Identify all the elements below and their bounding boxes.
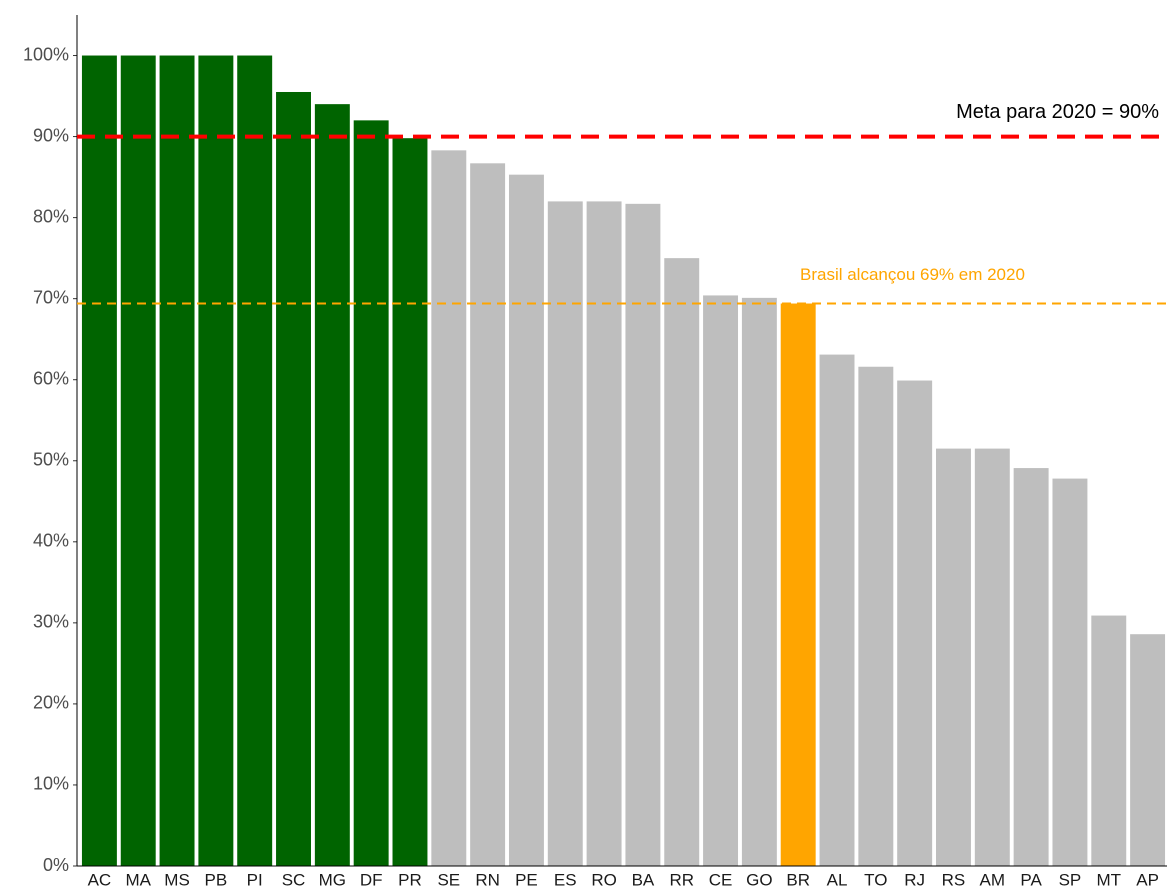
bar <box>237 55 273 867</box>
y-tick-label: 80% <box>33 206 69 226</box>
bar <box>819 354 855 866</box>
bar <box>741 297 777 866</box>
x-tick-label: GO <box>746 870 772 889</box>
x-tick-label: CE <box>709 870 733 889</box>
bar <box>625 203 661 867</box>
bar <box>470 163 506 866</box>
bar <box>974 448 1010 866</box>
x-tick-label: AP <box>1136 870 1159 889</box>
x-tick-label: PA <box>1020 870 1042 889</box>
x-tick-label: PI <box>247 870 263 889</box>
x-tick-label: BA <box>632 870 655 889</box>
y-tick-label: 30% <box>33 612 69 632</box>
bar <box>120 55 156 867</box>
bar <box>508 174 544 866</box>
reference-label: Brasil alcançou 69% em 2020 <box>800 265 1025 284</box>
y-tick-label: 10% <box>33 774 69 794</box>
bar <box>1052 478 1088 866</box>
bar <box>1091 615 1127 866</box>
y-tick-label: 100% <box>23 44 69 64</box>
bar <box>858 366 894 866</box>
x-tick-label: RN <box>475 870 500 889</box>
x-tick-label: MA <box>125 870 151 889</box>
y-tick-label: 0% <box>43 855 69 875</box>
x-tick-label: AL <box>827 870 848 889</box>
bar <box>81 55 117 867</box>
bar <box>936 448 971 866</box>
x-tick-label: RS <box>942 870 966 889</box>
bar <box>276 91 311 866</box>
x-tick-label: RJ <box>904 870 925 889</box>
x-tick-label: PB <box>205 870 228 889</box>
bar <box>159 55 195 867</box>
x-tick-label: BR <box>786 870 810 889</box>
y-tick-label: 90% <box>33 125 69 145</box>
x-tick-label: TO <box>864 870 887 889</box>
bar <box>703 295 739 866</box>
bar <box>431 150 467 867</box>
x-tick-label: SE <box>437 870 460 889</box>
x-tick-label: PR <box>398 870 422 889</box>
bar <box>1013 468 1049 866</box>
x-tick-label: AM <box>980 870 1006 889</box>
reference-label: Meta para 2020 = 90% <box>956 101 1159 123</box>
x-tick-label: RR <box>669 870 694 889</box>
y-tick-label: 20% <box>33 693 69 713</box>
bar <box>353 120 389 866</box>
y-tick-label: 60% <box>33 368 69 388</box>
bar <box>547 201 583 866</box>
y-tick-label: 70% <box>33 287 69 307</box>
x-tick-label: MS <box>164 870 190 889</box>
bar <box>392 138 428 866</box>
bar <box>586 201 622 866</box>
y-tick-label: 50% <box>33 450 69 470</box>
x-tick-label: PE <box>515 870 538 889</box>
bar <box>897 380 933 866</box>
bar <box>780 303 816 866</box>
x-tick-label: RO <box>591 870 617 889</box>
x-tick-label: MT <box>1096 870 1121 889</box>
bar <box>664 258 700 867</box>
bar <box>198 55 234 867</box>
bar <box>314 104 350 866</box>
x-tick-label: DF <box>360 870 383 889</box>
x-tick-label: AC <box>88 870 112 889</box>
x-tick-label: ES <box>554 870 577 889</box>
x-tick-label: MG <box>319 870 346 889</box>
x-tick-label: SP <box>1059 870 1082 889</box>
x-tick-label: SC <box>282 870 306 889</box>
bar <box>1130 634 1166 866</box>
y-tick-label: 40% <box>33 531 69 551</box>
